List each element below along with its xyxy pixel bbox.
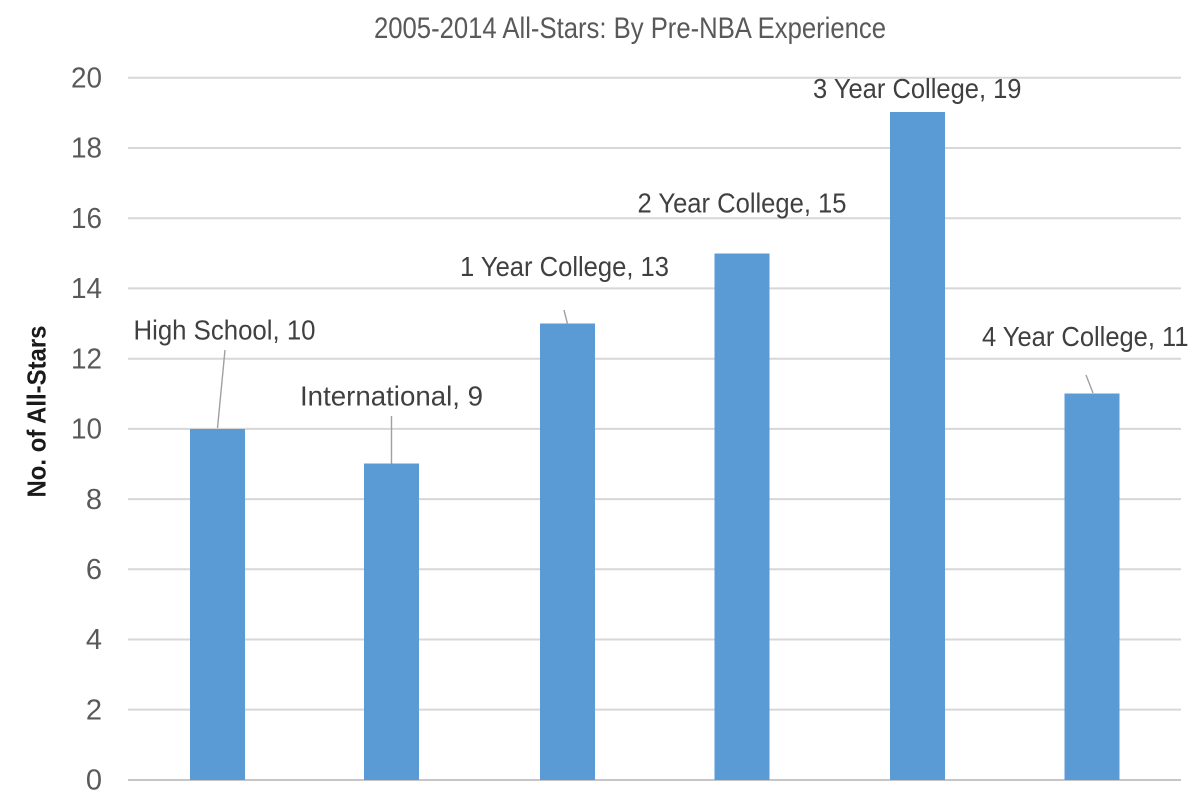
svg-text:8: 8 [86, 484, 102, 516]
svg-text:10: 10 [71, 414, 102, 446]
svg-text:6: 6 [86, 554, 102, 586]
svg-text:International, 9: International, 9 [300, 381, 483, 412]
svg-text:0: 0 [86, 765, 102, 797]
svg-text:2: 2 [86, 694, 102, 726]
svg-text:14: 14 [71, 273, 102, 305]
svg-text:4 Year College, 11: 4 Year College, 11 [982, 321, 1189, 352]
svg-text:20: 20 [71, 62, 102, 94]
svg-text:18: 18 [71, 133, 102, 165]
svg-text:2 Year College, 15: 2 Year College, 15 [638, 188, 847, 219]
svg-text:High School, 10: High School, 10 [134, 315, 316, 346]
svg-text:12: 12 [71, 343, 102, 375]
svg-text:No. of All-Stars: No. of All-Stars [22, 326, 52, 498]
svg-text:2005-2014 All-Stars: By Pre-NB: 2005-2014 All-Stars: By Pre-NBA Experien… [374, 12, 886, 45]
svg-text:4: 4 [86, 624, 102, 656]
svg-text:1 Year College, 13: 1 Year College, 13 [460, 251, 669, 282]
svg-text:3 Year College, 19: 3 Year College, 19 [813, 73, 1022, 104]
svg-text:16: 16 [71, 203, 102, 235]
